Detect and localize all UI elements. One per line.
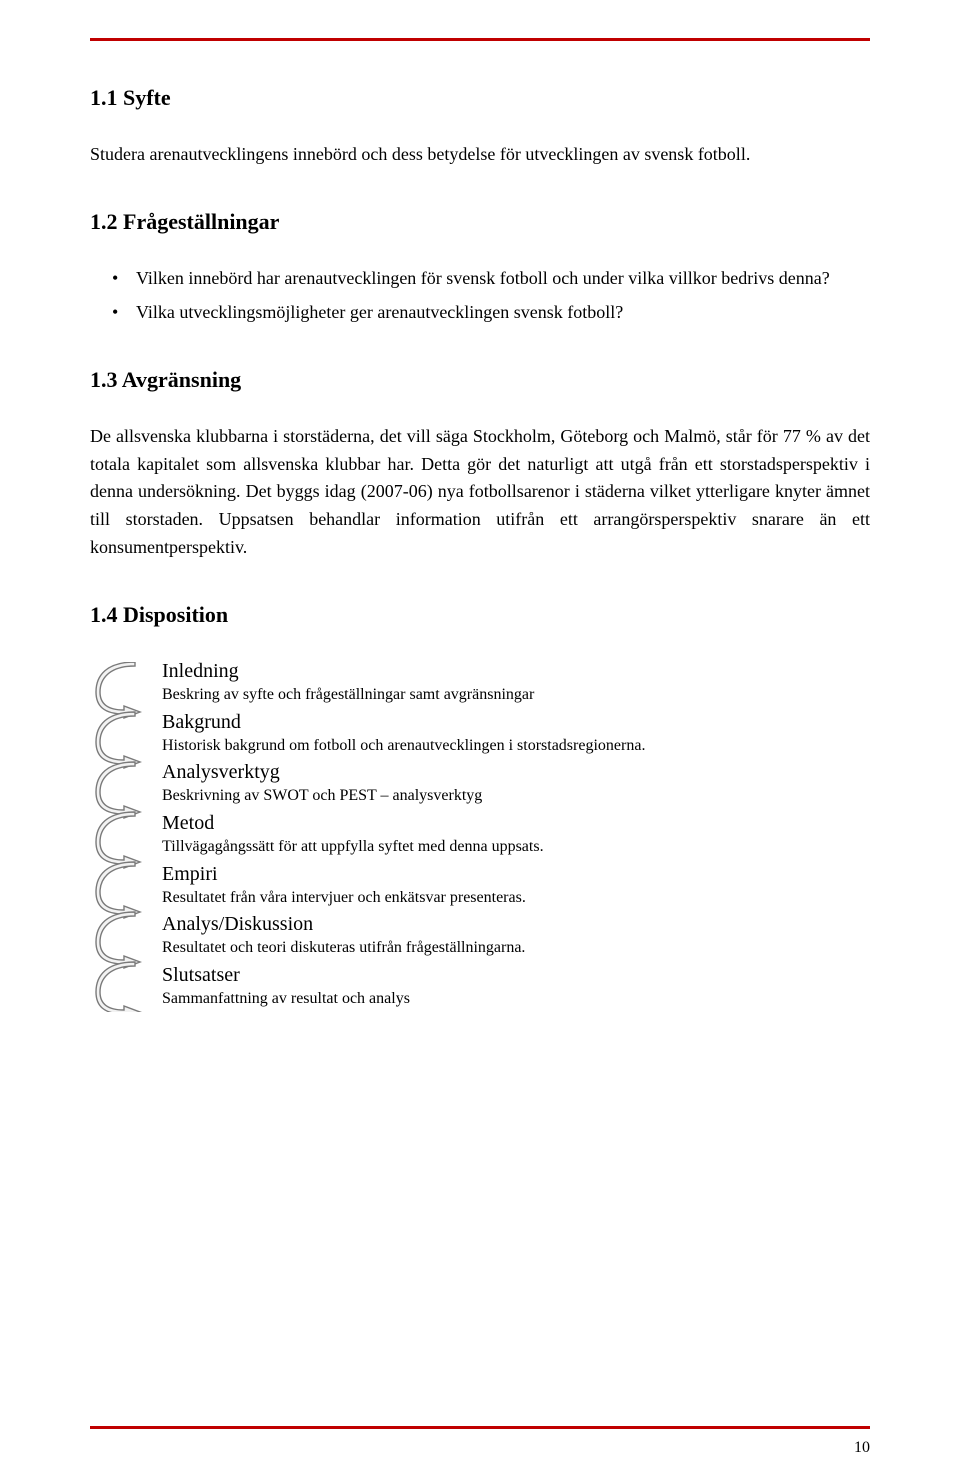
disposition-title: Metod (162, 810, 870, 836)
heading-1-4: 1.4 Disposition (90, 602, 870, 628)
disposition-item: Inledning Beskring av syfte och frågestä… (162, 658, 870, 706)
flow-arrows-icon (90, 662, 150, 1012)
disposition-item: Slutsatser Sammanfattning av resultat oc… (162, 962, 870, 1010)
body-1-1: Studera arenautvecklingens innebörd och … (90, 141, 870, 169)
top-rule (90, 38, 870, 41)
disposition-item: Bakgrund Historisk bakgrund om fotboll o… (162, 709, 870, 757)
disposition-list: Inledning Beskring av syfte och frågestä… (162, 658, 870, 1012)
disposition-desc: Beskrivning av SWOT och PEST – analysver… (162, 785, 870, 807)
disposition-title: Bakgrund (162, 709, 870, 735)
flow-arrows (90, 658, 150, 1017)
disposition-item: Analys/Diskussion Resultatet och teori d… (162, 911, 870, 959)
page-number: 10 (854, 1439, 870, 1457)
heading-1-2: 1.2 Frågeställningar (90, 209, 870, 235)
disposition-title: Slutsatser (162, 962, 870, 988)
heading-1-1: 1.1 Syfte (90, 85, 870, 111)
disposition-item: Metod Tillvägagångssätt för att uppfylla… (162, 810, 870, 858)
body-1-3: De allsvenska klubbarna i storstäderna, … (90, 423, 870, 562)
bullet-item: Vilken innebörd har arenautvecklingen fö… (136, 265, 870, 293)
disposition-desc: Sammanfattning av resultat och analys (162, 988, 870, 1010)
disposition-desc: Resultatet och teori diskuteras utifrån … (162, 937, 870, 959)
disposition-desc: Tillvägagångssätt för att uppfylla syfte… (162, 836, 870, 858)
disposition-title: Analys/Diskussion (162, 911, 870, 937)
disposition-desc: Resultatet från våra intervjuer och enkä… (162, 887, 870, 909)
disposition-desc: Beskring av syfte och frågeställningar s… (162, 684, 870, 706)
bullet-item: Vilka utvecklingsmöjligheter ger arenaut… (136, 299, 870, 327)
disposition-title: Inledning (162, 658, 870, 684)
disposition-desc: Historisk bakgrund om fotboll och arenau… (162, 735, 870, 757)
page: 1.1 Syfte Studera arenautvecklingens inn… (0, 0, 960, 1481)
heading-1-3: 1.3 Avgränsning (90, 367, 870, 393)
disposition-title: Empiri (162, 861, 870, 887)
disposition-title: Analysverktyg (162, 759, 870, 785)
disposition-block: Inledning Beskring av syfte och frågestä… (90, 658, 870, 1017)
bullet-list-1-2: Vilken innebörd har arenautvecklingen fö… (90, 265, 870, 327)
bottom-rule (90, 1426, 870, 1429)
disposition-item: Analysverktyg Beskrivning av SWOT och PE… (162, 759, 870, 807)
disposition-item: Empiri Resultatet från våra intervjuer o… (162, 861, 870, 909)
